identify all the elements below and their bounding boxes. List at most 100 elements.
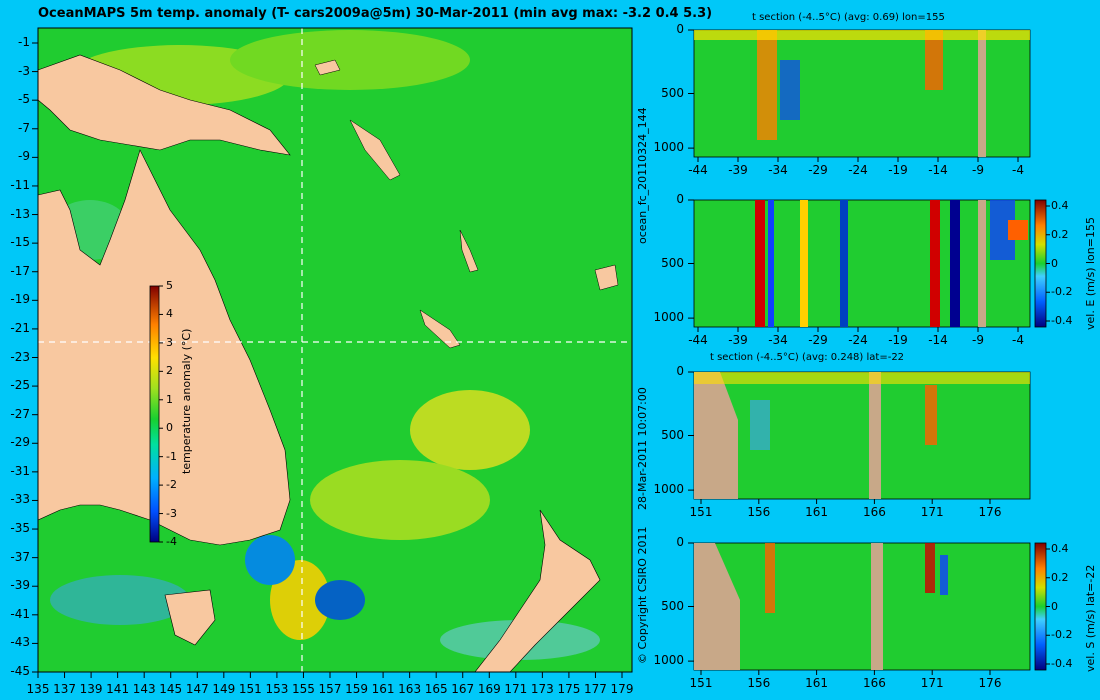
lat-tick-label: -9	[18, 149, 30, 164]
panel-ticks	[688, 29, 1050, 675]
lon-tick-label: 167	[451, 682, 475, 696]
depth-tick-label: 1000	[653, 310, 684, 325]
section-2-panel	[693, 199, 1031, 328]
lat-tick-label: -43	[10, 635, 30, 650]
date-label: 28-Mar-2011 10:07:00	[636, 387, 649, 510]
lat-tick-label: -37	[10, 549, 30, 564]
lon-tick-label: 141	[106, 682, 130, 696]
lat-tick-label: -7	[18, 120, 30, 135]
colorbar-tick-label: 3	[166, 335, 173, 349]
section-3-panel	[693, 371, 1031, 500]
section-x-tick-label: -44	[688, 163, 708, 177]
section-x-tick-label: -34	[768, 163, 788, 177]
land-tasmania	[164, 589, 216, 646]
lon-tick-label: 163	[398, 682, 422, 696]
lat-tick-label: -13	[10, 206, 30, 221]
colorbar-tick-label: -1	[166, 449, 177, 463]
vel-colorbar-tick-label: -0.2	[1051, 285, 1073, 299]
lon-tick-label: 147	[185, 682, 209, 696]
colorbar-tick-label: 2	[166, 364, 173, 378]
colorbar-tick-label: 0	[166, 421, 173, 435]
lon-tick-label: 145	[159, 682, 183, 696]
vel-s-label: vel. S (m/s) lat=-22	[1084, 564, 1097, 672]
colorbar-tick-label: -4	[166, 535, 177, 548]
map-title: OceanMAPS 5m temp. anomaly (T- cars2009a…	[38, 6, 713, 21]
land-new-guinea	[37, 54, 291, 156]
lon-tick-label: 175	[557, 682, 581, 696]
lon-tick-label: 157	[318, 682, 342, 696]
vel-colorbar-tick-label: 0	[1051, 256, 1058, 270]
section-x-tick-label: 161	[805, 676, 829, 690]
depth-tick-label: 500	[661, 598, 684, 613]
lat-tick-label: -17	[10, 263, 30, 278]
vel-colorbar-tick-label: 0.2	[1051, 570, 1069, 584]
lon-tick-label: 173	[530, 682, 554, 696]
lat-tick-label: -27	[10, 406, 30, 421]
section-x-tick-label: -14	[928, 333, 948, 347]
section-x-tick-label: 171	[920, 676, 944, 690]
lat-tick-label: -35	[10, 521, 30, 536]
section-x-tick-label: -29	[808, 163, 828, 177]
vel-colorbar-tick-label: 0.2	[1051, 227, 1069, 241]
section-x-tick-label: 176	[978, 505, 1002, 519]
vel-s-colorbar	[1034, 542, 1047, 671]
colorbar-tick-label: 4	[166, 307, 173, 321]
lat-tick-label: -11	[10, 177, 30, 192]
depth-tick-label: 500	[661, 427, 684, 442]
lat-tick-label: -33	[10, 492, 30, 507]
section-x-tick-label: 166	[862, 676, 886, 690]
section-1-panel	[693, 29, 1031, 158]
depth-tick-label: 500	[661, 85, 684, 100]
lon-tick-label: 161	[371, 682, 395, 696]
colorbar-label: temperature anomaly (°C)	[180, 328, 193, 474]
section-x-tick-label: -14	[928, 163, 948, 177]
colorbar-ticks	[159, 285, 163, 543]
lat-tick-label: -21	[10, 320, 30, 335]
lon-tick-label: 171	[504, 682, 528, 696]
section-x-tick-label: -24	[848, 163, 868, 177]
lon-tick-label: 143	[132, 682, 156, 696]
lon-tick-label: 153	[265, 682, 289, 696]
section-x-tick-label: -4	[1012, 333, 1024, 347]
section-4-panel	[693, 542, 1031, 671]
vel-e-colorbar	[1034, 199, 1047, 328]
vel-colorbar-tick-label: 0.4	[1051, 542, 1069, 555]
map-frame	[37, 27, 633, 673]
land-islands	[314, 59, 619, 349]
section-x-tick-label: -24	[848, 333, 868, 347]
depth-tick-label: 1000	[653, 140, 684, 155]
lon-tick-label: 137	[53, 682, 76, 696]
section-x-tick-label: -4	[1012, 163, 1024, 177]
section-3-title: t section (-4..5°C) (avg: 0.248) lat=-22	[710, 352, 905, 363]
lat-tick-label: -39	[10, 578, 30, 593]
depth-tick-label: 500	[661, 255, 684, 270]
lon-tick-label: 135	[26, 682, 50, 696]
section-x-tick-label: 171	[920, 505, 944, 519]
lat-tick-label: -5	[18, 92, 30, 107]
vel-colorbar-tick-label: 0	[1051, 599, 1058, 613]
section-x-tick-label: -19	[888, 333, 908, 347]
colorbar-tick-label: -2	[166, 478, 177, 492]
lat-tick-label: -3	[18, 63, 30, 78]
forecast-label: ocean_fc_20110324_144	[636, 107, 649, 244]
depth-tick-label: 0	[676, 535, 684, 549]
lat-tick-label: -1	[18, 35, 30, 49]
lon-tick-label: 169	[477, 682, 501, 696]
vel-colorbar-tick-label: -0.4	[1051, 314, 1073, 327]
lat-tick-label: -31	[10, 463, 30, 478]
section-x-tick-label: 151	[689, 505, 713, 519]
vel-colorbar-tick-label: 0.4	[1051, 199, 1069, 212]
vel-e-label: vel. E (m/s) lon=155	[1084, 217, 1097, 330]
section-x-tick-label: -39	[728, 333, 748, 347]
copyright-label: © Copyright CSIRO 2011	[636, 526, 649, 664]
temperature-colorbar	[149, 285, 160, 543]
lon-tick-label: 139	[79, 682, 103, 696]
section-x-tick-label: 161	[805, 505, 829, 519]
lat-tick-label: -25	[10, 378, 30, 393]
lon-tick-label: 177	[584, 682, 607, 696]
lat-tick-label: -23	[10, 349, 30, 364]
lon-tick-label: 149	[212, 682, 236, 696]
section-1-title: t section (-4..5°C) (avg: 0.69) lon=155	[752, 12, 945, 23]
lat-tick-label: -19	[10, 292, 30, 307]
